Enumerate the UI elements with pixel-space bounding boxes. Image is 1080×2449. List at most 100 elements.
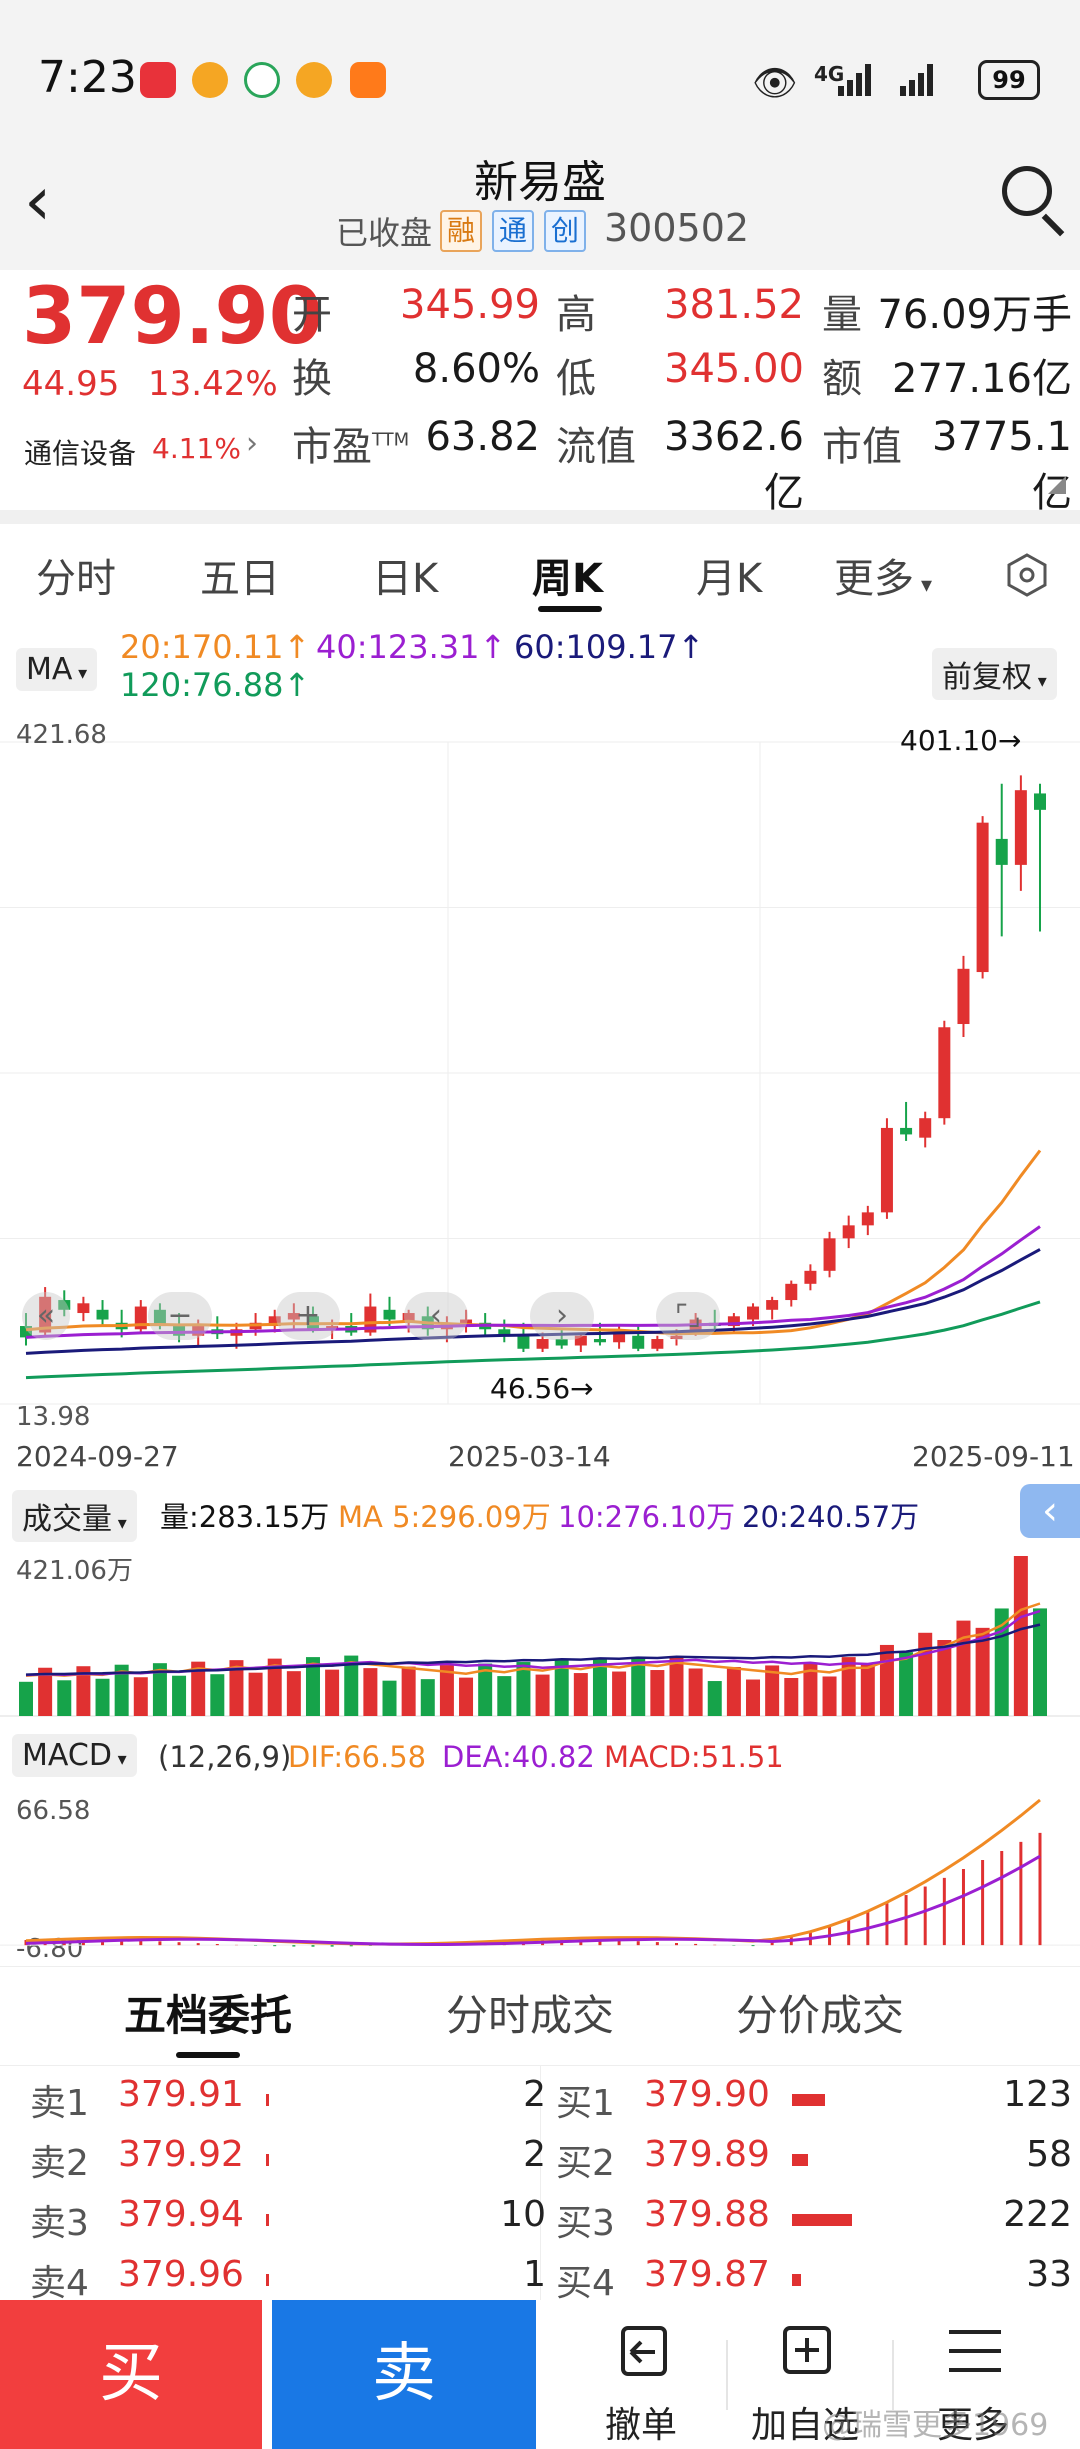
amount-value: 277.16亿 <box>892 356 1072 402</box>
zoom-out-icon[interactable]: − <box>148 1292 212 1340</box>
tab-intraday[interactable]: 分时 <box>36 556 116 602</box>
bid-row[interactable]: 买1 379.90 123 <box>556 2074 1076 2130</box>
adjust-selector[interactable]: 前复权 ▾ <box>932 648 1057 700</box>
tab-order-book[interactable]: 五档委托 <box>124 1991 293 2040</box>
bid-price: 379.87 <box>644 2254 770 2295</box>
low-label: 低 <box>556 356 596 402</box>
tab-underline <box>538 606 602 612</box>
volume-selector[interactable]: 成交量 ▾ <box>12 1490 137 1542</box>
cancel-order-button[interactable]: 撤单 <box>556 2300 726 2449</box>
macd-selector[interactable]: MACD ▾ <box>12 1734 137 1777</box>
ma40-label: 40:123.31↑ <box>316 628 507 666</box>
scroll-left-fast-icon[interactable]: « <box>22 1292 70 1340</box>
stock-name: 新易盛 <box>474 157 606 208</box>
candle <box>804 1264 817 1291</box>
tab-price-trades[interactable]: 分价成交 <box>736 1991 905 2040</box>
volume-bar <box>305 1657 320 1716</box>
candle <box>173 1313 186 1343</box>
network-type: 4G <box>814 62 845 86</box>
ask-row[interactable]: 卖2 379.92 2 <box>30 2134 550 2190</box>
candle-body <box>536 1339 549 1349</box>
fullscreen-icon[interactable]: ⌜⌟ <box>656 1292 720 1340</box>
ma40-line <box>25 1225 1041 1339</box>
scroll-right-icon[interactable]: › <box>530 1292 594 1340</box>
candle-body <box>593 1339 606 1343</box>
tab-more[interactable]: 更多 ▾ <box>834 556 933 602</box>
ma-selector[interactable]: MA ▾ <box>16 648 98 691</box>
tab-monthly-k[interactable]: 月K <box>696 556 763 602</box>
section-divider <box>0 510 1080 524</box>
date-start: 2024-09-27 <box>16 1440 179 1473</box>
cancel-order-icon <box>621 2326 667 2376</box>
candle <box>1014 775 1027 891</box>
scroll-left-icon[interactable]: ‹ <box>404 1292 468 1340</box>
ma60-label: 60:109.17↑ <box>514 628 705 666</box>
bid-level-label: 买1 <box>556 2083 615 2124</box>
candle-body <box>77 1303 90 1314</box>
tab-daily-k[interactable]: 日K <box>372 556 439 602</box>
candle <box>880 1118 893 1219</box>
tab-weekly-k[interactable]: 周K <box>532 556 603 602</box>
volume-chart[interactable] <box>0 1536 1080 1720</box>
settings-hex-icon[interactable] <box>1004 552 1050 598</box>
bid-row[interactable]: 买4 379.87 33 <box>556 2254 1076 2310</box>
price-change: 44.95 <box>22 364 120 404</box>
buy-button[interactable]: 买 <box>0 2300 262 2449</box>
candle-body <box>651 1339 664 1349</box>
candle-body <box>20 1326 32 1338</box>
huawei-app-icon <box>140 62 176 98</box>
ma120-label: 120:76.88↑ <box>120 666 311 704</box>
kline-grid <box>0 741 1080 1405</box>
candle-body <box>58 1300 71 1310</box>
signal-icon <box>838 64 933 96</box>
volume-bar <box>382 1680 397 1716</box>
ask-row[interactable]: 卖4 379.96 1 <box>30 2254 550 2310</box>
bid-price: 379.90 <box>644 2074 770 2115</box>
add-watchlist-button[interactable]: 加自选 <box>720 2300 890 2449</box>
candle <box>77 1296 90 1322</box>
volume-bar <box>631 1657 646 1716</box>
macd-dif: DIF:66.58 <box>288 1740 427 1774</box>
search-icon[interactable] <box>1002 166 1052 216</box>
volume-bar <box>133 1677 148 1716</box>
sell-button[interactable]: 卖 <box>272 2300 536 2449</box>
ask-volume-bar <box>266 2274 269 2286</box>
orange-app-icon <box>350 62 386 98</box>
candle <box>1034 783 1046 932</box>
zoom-in-icon[interactable]: + <box>276 1292 340 1340</box>
bid-row[interactable]: 买2 379.89 58 <box>556 2134 1076 2190</box>
header <box>0 160 1080 270</box>
candle-body <box>804 1270 817 1284</box>
expand-corner-icon[interactable] <box>1048 476 1066 494</box>
candle-body <box>517 1335 530 1349</box>
volume-ma10: 10:276.10万 <box>558 1500 736 1534</box>
ask-quantity: 2 <box>523 2074 546 2115</box>
volume-bar <box>420 1679 435 1716</box>
candle-body <box>900 1127 913 1135</box>
turnover-value: 8.60% <box>412 346 540 392</box>
volume-bar <box>516 1662 531 1716</box>
bid-row[interactable]: 买3 379.88 222 <box>556 2194 1076 2250</box>
candle <box>842 1215 855 1249</box>
tab-five-day[interactable]: 五日 <box>200 556 280 602</box>
macd-dea-line <box>25 1854 1041 1946</box>
back-icon[interactable]: ‹ <box>24 162 52 241</box>
ask-row[interactable]: 卖1 379.91 2 <box>30 2074 550 2130</box>
tab-tick-trades[interactable]: 分时成交 <box>446 1991 615 2040</box>
more-button[interactable]: 更多 <box>888 2300 1058 2449</box>
volume-bar <box>478 1663 493 1716</box>
side-panel-toggle-icon[interactable]: ‹ <box>1020 1484 1080 1538</box>
status-bar <box>0 0 1080 160</box>
candle <box>919 1111 932 1148</box>
candle-body <box>938 1027 951 1119</box>
candle <box>58 1290 71 1317</box>
kline-chart[interactable] <box>0 712 1080 1432</box>
candle <box>900 1101 913 1141</box>
battery-icon: 99 <box>978 60 1040 100</box>
volume-bar <box>688 1668 703 1716</box>
bid-quantity: 123 <box>1003 2074 1072 2115</box>
ask-row[interactable]: 卖3 379.94 10 <box>30 2194 550 2250</box>
price-change-pct: 13.42% <box>148 364 278 404</box>
volume-bar <box>76 1666 91 1716</box>
macd-chart[interactable] <box>0 1790 1080 1966</box>
